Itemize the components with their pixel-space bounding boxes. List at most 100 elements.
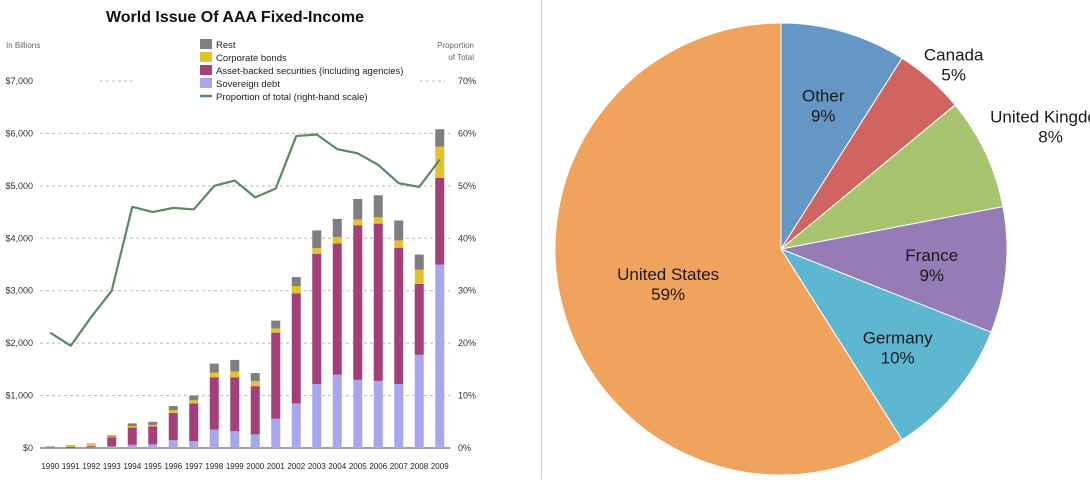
bar-sovereign-debt [353,380,362,448]
left-tick-label: $6,000 [5,128,33,138]
pie-value-france: 9% [919,266,944,285]
bar-rest [333,219,342,237]
bar-corporate-bonds [128,426,137,428]
left-tick-label: $5,000 [5,181,33,191]
pie-value-germany: 10% [881,349,915,368]
bar-corporate-bonds [230,371,239,377]
right-axis-ticks: 0%10%20%30%40%50%60%70% [458,76,476,453]
x-tick-label: 1993 [103,462,121,471]
bar-rest [230,360,239,372]
bar-rest [66,445,75,446]
left-tick-label: $1,000 [5,391,33,401]
right-tick-label: 30% [458,286,476,296]
right-tick-label: 0% [458,443,471,453]
pie-label-united-kingdom: United Kingdom [990,107,1090,126]
chart-title: World Issue Of AAA Fixed-Income [106,9,364,26]
legend-label: Sovereign debt [216,79,280,90]
bar-sovereign-debt [87,447,96,448]
bar-corporate-bonds [251,381,260,386]
legend-label: Corporate bonds [216,53,287,64]
bar-corporate-bonds [415,270,424,284]
pie-label-france: France [905,246,958,265]
bar-sovereign-debt [435,265,444,449]
bar-corporate-bonds [189,400,198,403]
bar-asset-backed-securities-including-agencies [374,224,383,381]
x-tick-label: 1998 [205,462,223,471]
aaa-issuance-chart: World Issue Of AAA Fixed-Income In Billi… [0,0,540,479]
bar-rest [374,195,383,217]
x-tick-label: 1997 [185,462,203,471]
bar-sovereign-debt [251,434,260,448]
right-tick-label: 50% [458,181,476,191]
bar-rest [189,396,198,401]
x-tick-label: 2004 [328,462,346,471]
x-tick-label: 2002 [287,462,305,471]
gridlines [40,81,450,448]
bar-sovereign-debt [292,403,301,448]
bar-asset-backed-securities-including-agencies [107,438,116,447]
bar-rest [251,373,260,381]
bar-corporate-bonds [148,425,157,427]
x-tick-label: 2003 [308,462,326,471]
right-tick-label: 10% [458,391,476,401]
bar-corporate-bonds [271,328,280,332]
bar-rest [435,129,444,146]
left-axis-unit-label: In Billions [6,41,40,50]
left-tick-label: $4,000 [5,233,33,243]
pie-label-germany: Germany [863,329,933,348]
bar-sovereign-debt [107,446,116,448]
x-tick-label: 2009 [431,462,449,471]
bar-corporate-bonds [107,436,116,437]
bar-rest [415,255,424,270]
x-tick-label: 2007 [390,462,408,471]
pie-value-canada: 5% [941,65,966,84]
right-tick-label: 40% [458,233,476,243]
legend-swatch-corporate-bonds [200,52,212,62]
bar-sovereign-debt [189,441,198,448]
bar-corporate-bonds [66,446,75,447]
bar-rest [353,199,362,219]
bar-asset-backed-securities-including-agencies [251,386,260,434]
left-tick-label: $2,000 [5,338,33,348]
bar-rest [87,444,96,445]
bar-sovereign-debt [415,355,424,448]
bar-corporate-bonds [312,248,321,254]
bar-sovereign-debt [312,384,321,448]
right-tick-label: 70% [458,76,476,86]
x-tick-label: 2001 [267,462,285,471]
bar-chart-svg: World Issue Of AAA Fixed-Income In Billi… [0,0,540,479]
bar-asset-backed-securities-including-agencies [271,333,280,419]
bar-rest [128,423,137,426]
bar-sovereign-debt [148,444,157,448]
legend-label: Asset-backed securities (including agenc… [216,66,403,77]
bar-asset-backed-securities-including-agencies [169,413,178,440]
bar-asset-backed-securities-including-agencies [87,446,96,447]
bar-sovereign-debt [333,375,342,448]
pie-label-canada: Canada [924,45,984,64]
x-tick-label: 2006 [369,462,387,471]
left-tick-label: $7,000 [5,76,33,86]
bar-rest [210,364,219,373]
left-tick-label: $0 [23,443,33,453]
bar-asset-backed-securities-including-agencies [394,248,403,384]
pie-label-other: Other [802,87,845,106]
bar-asset-backed-securities-including-agencies [312,254,321,384]
left-axis-ticks: $0$1,000$2,000$3,000$4,000$5,000$6,000$7… [5,76,33,453]
bar-rest [46,446,55,447]
right-tick-label: 20% [458,338,476,348]
bar-rest [148,422,157,425]
bar-asset-backed-securities-including-agencies [415,284,424,355]
pie-value-other: 9% [811,107,836,126]
legend-label: Proportion of total (right-hand scale) [216,92,368,103]
bar-rest [394,220,403,240]
bar-asset-backed-securities-including-agencies [230,377,239,431]
bar-sovereign-debt [128,445,137,448]
pie-value-united-kingdom: 8% [1038,127,1063,146]
pie-label-united-states: United States [617,265,719,284]
bar-asset-backed-securities-including-agencies [148,427,157,445]
x-tick-label: 1992 [82,462,100,471]
bar-corporate-bonds [333,237,342,243]
x-tick-label: 1995 [144,462,162,471]
